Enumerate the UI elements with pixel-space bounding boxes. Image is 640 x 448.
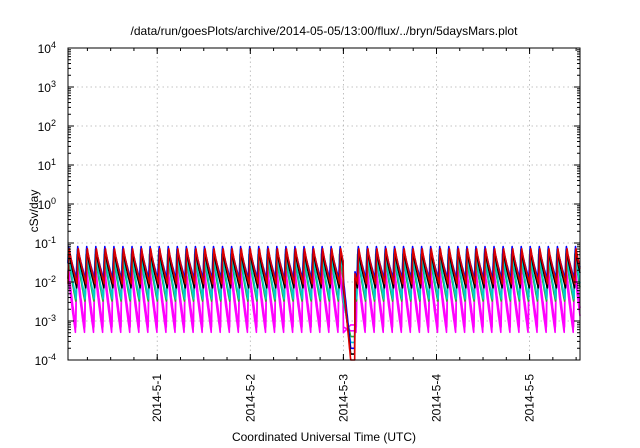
y-tick-label: 100	[38, 196, 56, 212]
y-tick-label: 10-4	[35, 352, 56, 368]
y-tick-label: 101	[38, 157, 56, 173]
x-tick-label: 2014-5-1	[150, 374, 164, 422]
x-tick-label: 2014-5-3	[336, 374, 350, 422]
y-axis-label: cSv/day	[27, 190, 41, 233]
x-tick-label: 2014-5-5	[523, 374, 537, 422]
series-line	[67, 265, 581, 334]
x-axis-label: Coordinated Universal Time (UTC)	[232, 430, 416, 444]
y-tick-label: 10-2	[35, 274, 56, 290]
series-line	[67, 259, 581, 332]
x-tick-label: 2014-5-4	[429, 374, 443, 422]
x-tick-label: 2014-5-2	[243, 374, 257, 422]
x-axis: 2014-5-1 2014-5-2 2014-5-3 2014-5-4 2014-5-5	[86, 48, 577, 422]
y-tick-label: 10-1	[35, 235, 56, 251]
y-tick-label: 103	[38, 79, 56, 95]
y-tick-label: 102	[38, 118, 56, 134]
y-axis: 104 103 102 101 100 10-1 10-2 10-3 10-4	[35, 40, 580, 368]
chart-title: /data/run/goesPlots/archive/2014-05-05/1…	[131, 24, 519, 38]
y-tick-label: 104	[38, 40, 56, 56]
y-tick-label: 10-3	[35, 313, 56, 329]
series-group	[67, 245, 581, 361]
series-line	[67, 248, 581, 361]
